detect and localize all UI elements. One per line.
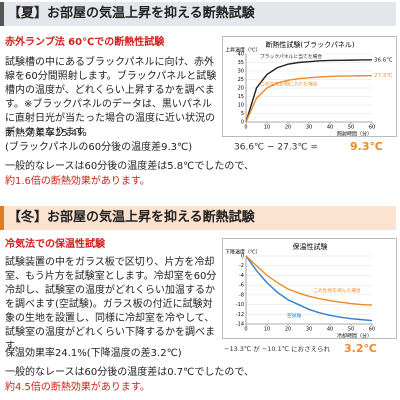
y-tick-label: -6 bbox=[239, 283, 244, 289]
highlight: 約4.5倍の断熱効果があります。 bbox=[5, 382, 150, 393]
end-label: 36.6℃ bbox=[374, 56, 392, 63]
series-name: この生地を間に入れた場合 bbox=[260, 80, 318, 87]
end-label: 27.3℃ bbox=[374, 72, 392, 79]
series-name: この生地を挟んだ場合 bbox=[313, 287, 361, 294]
y-tick-label: 0 bbox=[241, 120, 244, 126]
y-axis-label: 上昇温度（℃） bbox=[225, 47, 261, 54]
x-tick-label: 30 bbox=[306, 327, 312, 333]
x-tick-label: 50 bbox=[348, 125, 354, 131]
highlight: 約1.6倍の断熱効果があります。 bbox=[5, 176, 150, 187]
series-line bbox=[245, 255, 373, 306]
x-tick-label: 10 bbox=[264, 327, 270, 333]
result-diff: 9.3℃ bbox=[350, 140, 383, 153]
subtitle: 冷気法での保温性試験 bbox=[5, 239, 105, 250]
x-tick-label: 20 bbox=[285, 125, 291, 131]
x-axis-label: 冷却時間（分） bbox=[337, 333, 372, 340]
y-tick-label: 35 bbox=[238, 60, 244, 66]
x-tick-label: 10 bbox=[264, 125, 270, 131]
x-tick-label: 30 bbox=[306, 125, 312, 131]
result-text: 36.6℃ − 27.3℃ = bbox=[234, 143, 318, 153]
chart-title: 保温性試験 bbox=[293, 242, 328, 251]
result-diff: 3.2℃ bbox=[344, 342, 377, 355]
effect-note: (ブラックパネルの60分後の温度差9.3℃) bbox=[5, 142, 193, 153]
effect: 断熱効果率25.4% bbox=[5, 128, 87, 139]
y-tick-label: -2 bbox=[239, 263, 244, 269]
chart-frame bbox=[222, 36, 397, 137]
series-line bbox=[245, 74, 373, 123]
y-tick-label: -10 bbox=[236, 302, 244, 308]
x-tick-label: 0 bbox=[244, 125, 247, 131]
result-text: −13.3℃ が −10.1℃ におさえられ bbox=[224, 344, 331, 353]
series-line bbox=[245, 59, 373, 123]
y-tick-label: 40 bbox=[238, 52, 244, 58]
series-line bbox=[245, 255, 373, 322]
x-tick-label: 50 bbox=[348, 327, 354, 333]
y-tick-label: 0 bbox=[241, 254, 244, 260]
x-tick-label: 40 bbox=[327, 327, 333, 333]
section-title: 【冬】お部屋の気温上昇を抑える断熱試験 bbox=[0, 206, 396, 230]
y-tick-label: 10 bbox=[238, 103, 244, 109]
x-tick-label: 60 bbox=[369, 327, 375, 333]
x-tick-label: 20 bbox=[285, 327, 291, 333]
x-axis-label: 照射時間（分） bbox=[337, 131, 372, 138]
x-tick-label: 40 bbox=[327, 125, 333, 131]
y-tick-label: 25 bbox=[238, 77, 244, 83]
subtitle: 赤外ランプ法 60℃での断熱性試験 bbox=[5, 37, 165, 48]
y-tick-label: -14 bbox=[236, 322, 244, 328]
series-name: 空試験 bbox=[287, 312, 302, 319]
y-tick-label: 30 bbox=[238, 69, 244, 75]
section-title: 【夏】お部屋の気温上昇を抑える断熱試験 bbox=[0, 2, 396, 26]
y-tick-label: -4 bbox=[239, 273, 244, 279]
y-tick-label: 15 bbox=[238, 94, 244, 100]
y-axis-label: 下降温度（℃） bbox=[225, 249, 261, 256]
body: 試験槽の中にあるブラックパネルに向け、赤外線を60分間照射します。ブラックパネル… bbox=[5, 57, 217, 138]
effect: 保温効果率24.1%(下降温度の差3.2℃) bbox=[5, 348, 182, 359]
series-name: ブラックパネルに当てた場合 bbox=[260, 53, 322, 60]
y-tick-label: 5 bbox=[241, 111, 244, 117]
chart-title: 断熱性試験(ブラックパネル) bbox=[265, 40, 354, 49]
chart: 断熱性試験(ブラックパネル) 上昇温度（℃） 照射時間（分） 0 5 10 15 20 25 30… bbox=[222, 36, 397, 153]
comparison: 一般的なレースは60分後の温度差は5.8℃でしたので、 bbox=[5, 161, 254, 172]
chart-frame bbox=[222, 238, 397, 339]
x-tick-label: 60 bbox=[369, 125, 375, 131]
y-tick-label: 20 bbox=[238, 86, 244, 92]
body: 試験装置の中をガラス板で区切り、片方を冷却室、もう片方を試験室とします。冷却室を… bbox=[5, 257, 217, 352]
y-tick-label: -8 bbox=[239, 292, 244, 298]
x-tick-label: 0 bbox=[244, 327, 247, 333]
comparison: 一般的なレースは60分後の温度差は0.7℃でしたので、 bbox=[5, 367, 254, 378]
y-tick-label: -12 bbox=[236, 312, 244, 318]
